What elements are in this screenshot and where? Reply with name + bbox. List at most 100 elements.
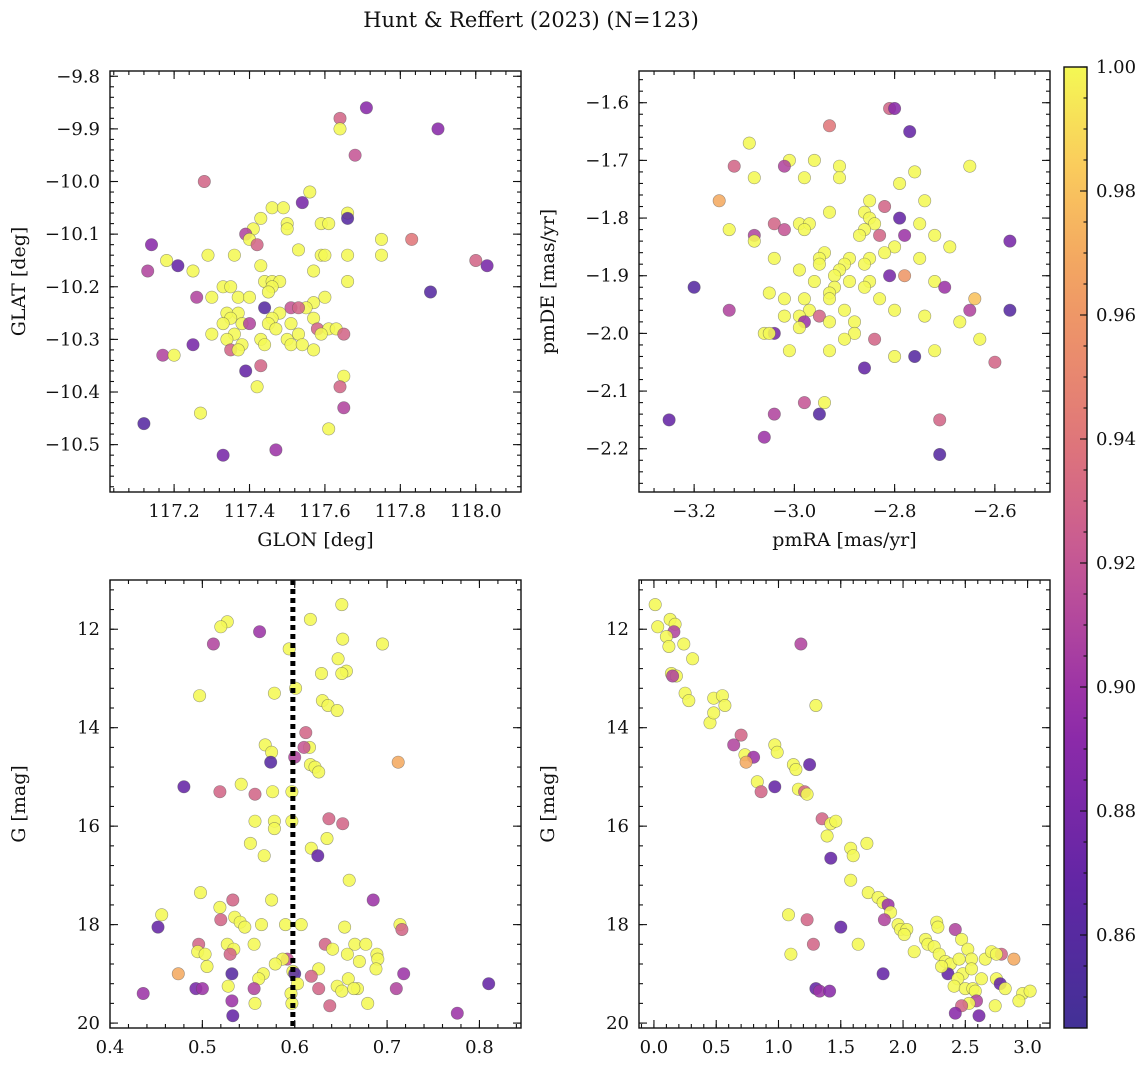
data-point (651, 620, 665, 634)
data-point (931, 920, 945, 934)
data-point (469, 254, 483, 268)
data-point (797, 223, 811, 237)
y-tick-label: 14 (606, 718, 629, 739)
data-point (369, 962, 383, 976)
data-point (431, 122, 445, 136)
data-point (291, 301, 305, 315)
panels: 117.2 117.4 117.6 117.8 118.0 −9.8 −9.9 −10.0 −1… (8, 66, 1051, 1067)
data-point (248, 814, 262, 828)
data-point (807, 153, 821, 167)
colorbar-tick-label: 0.96 (1096, 305, 1136, 326)
data-point (375, 637, 389, 651)
data-point (784, 947, 798, 961)
data-point (868, 332, 882, 346)
data-point (391, 755, 405, 769)
data-point (789, 762, 803, 776)
colorbar-tick-label: 0.92 (1096, 553, 1136, 574)
data-point (341, 248, 355, 262)
data-point (953, 315, 967, 329)
data-point (734, 728, 748, 742)
data-point (998, 982, 1012, 996)
data-point (797, 171, 811, 185)
data-point (304, 969, 318, 983)
data-point (898, 269, 912, 283)
data-point (226, 893, 240, 907)
data-point (777, 223, 791, 237)
data-point (258, 338, 272, 352)
data-point (973, 332, 987, 346)
x-tick-label: 117.6 (299, 501, 351, 522)
data-point (822, 315, 836, 329)
colorbar-tick-label: 1.00 (1096, 57, 1136, 78)
data-point (330, 703, 344, 717)
data-point (822, 205, 836, 219)
data-point (284, 317, 298, 331)
data-point (792, 263, 806, 277)
data-point (234, 777, 248, 791)
x-tick-label: 0.4 (96, 1037, 125, 1058)
x-tick-label: 117.2 (148, 501, 200, 522)
x-axis: −3.2 −3.0 −2.8 −2.6 (653, 71, 1036, 522)
data-point (160, 254, 174, 268)
x-tick-label: −2.6 (973, 501, 1017, 522)
data-point (802, 303, 816, 317)
data-point (837, 303, 851, 317)
data-point (295, 196, 309, 210)
data-point (797, 396, 811, 410)
y-axis: −1.6 −1.7 −1.8 −1.9 −2.0 −2.1 −2.2 (585, 79, 1050, 484)
axes-frame (638, 70, 1051, 493)
data-point (261, 285, 275, 299)
data-point (280, 222, 294, 236)
y-axis: 12 14 16 18 20 (77, 589, 521, 1034)
data-point (800, 913, 814, 927)
x-tick-label: 2.0 (889, 1037, 918, 1058)
data-point (822, 292, 836, 306)
data-point (171, 259, 185, 273)
data-point (177, 780, 191, 794)
data-point (913, 251, 927, 265)
data-point (727, 738, 741, 752)
data-point (948, 922, 962, 936)
y-tick-label: −10.4 (45, 382, 100, 403)
data-point (908, 349, 922, 363)
data-point (311, 849, 325, 863)
data-point (747, 234, 761, 248)
data-point (254, 259, 268, 273)
data-point (777, 309, 791, 323)
data-point (888, 303, 902, 317)
data-point (341, 972, 355, 986)
data-point (963, 303, 977, 317)
data-point (254, 359, 268, 373)
data-point (223, 947, 237, 961)
data-point (186, 338, 200, 352)
data-point (687, 280, 701, 294)
data-point (318, 248, 332, 262)
data-point (878, 200, 892, 214)
data-point (264, 755, 278, 769)
data-point (935, 959, 949, 973)
data-point (268, 957, 282, 971)
data-point (331, 652, 345, 666)
data-point (243, 290, 257, 304)
y-axis-label: GLAT [deg] (8, 227, 30, 337)
data-point (1007, 952, 1021, 966)
data-point (847, 315, 861, 329)
data-point (284, 338, 298, 352)
data-point (782, 344, 796, 358)
y-tick-label: 16 (606, 816, 629, 837)
data-point (171, 967, 185, 981)
y-tick-label: −9.9 (56, 119, 100, 140)
data-point (857, 257, 871, 271)
data-point (335, 666, 349, 680)
data-point (348, 148, 362, 162)
data-point (964, 962, 978, 976)
data-point (812, 309, 826, 323)
data-point (278, 918, 292, 932)
data-point (820, 829, 834, 843)
data-point (156, 348, 170, 362)
x-tick-label: 1.0 (764, 1037, 793, 1058)
data-point (893, 211, 907, 225)
data-point (322, 217, 336, 231)
data-point (955, 932, 969, 946)
data-point (359, 937, 373, 951)
